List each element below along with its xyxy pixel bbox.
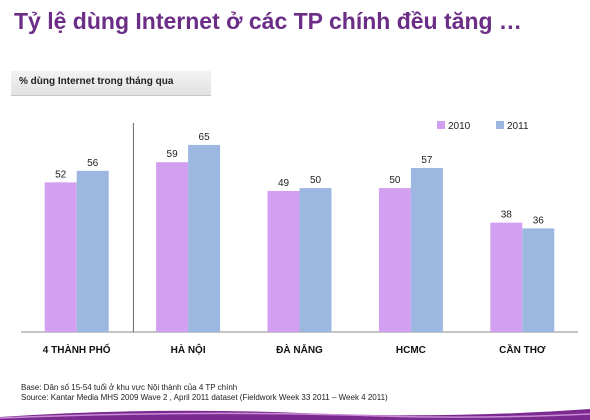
legend-swatch-2010	[437, 121, 445, 129]
category-label: HÀ NỘI	[171, 343, 206, 356]
data-label: 65	[199, 132, 211, 143]
data-label: 57	[421, 155, 433, 166]
legend-swatch-2011	[496, 121, 504, 129]
bar-2010	[44, 182, 77, 332]
data-label: 38	[501, 210, 513, 221]
chart-subtitle: % dùng Internet trong tháng qua	[19, 76, 174, 87]
data-label: 50	[389, 175, 401, 186]
bar-2010	[267, 190, 300, 332]
subtitle-box: % dùng Internet trong tháng qua	[11, 71, 211, 96]
category-label: HCMC	[396, 345, 426, 356]
legend-label-2011: 2011	[507, 121, 529, 132]
bar-2011	[522, 228, 555, 332]
footer-source: Source: Kantar Media MHS 2009 Wave 2 , A…	[21, 393, 388, 402]
category-label: CẦN THƠ	[499, 343, 546, 356]
data-label: 50	[310, 175, 322, 186]
data-label: 49	[278, 178, 290, 189]
decorative-swoosh	[0, 409, 590, 420]
bar-2011	[76, 170, 109, 332]
footer-notes: Base: Dân số 15-54 tuổi ở khu vực Nội th…	[21, 383, 388, 403]
data-label: 36	[533, 215, 545, 226]
footer-base: Base: Dân số 15-54 tuổi ở khu vực Nội th…	[21, 383, 238, 392]
bar-2011	[299, 188, 332, 332]
bar-2010	[378, 188, 411, 332]
bar-2010	[490, 222, 523, 332]
data-label: 52	[55, 169, 67, 180]
bar-2011	[188, 144, 221, 332]
category-label: ĐÀ NẴNG	[276, 343, 323, 356]
category-label: 4 THÀNH PHỐ	[43, 342, 111, 356]
page-title: Tỷ lệ dùng Internet ở các TP chính đều t…	[14, 8, 522, 34]
bar-2010	[156, 162, 189, 332]
legend-label-2010: 2010	[448, 121, 471, 132]
bar-2011	[410, 167, 443, 332]
bar-chart: 52 56 4 THÀNH PHỐ 59 65 HÀ NỘI 49 50 ĐÀ NẴNG 50 57…	[21, 121, 578, 356]
data-label: 59	[167, 149, 179, 160]
data-label: 56	[87, 158, 99, 169]
